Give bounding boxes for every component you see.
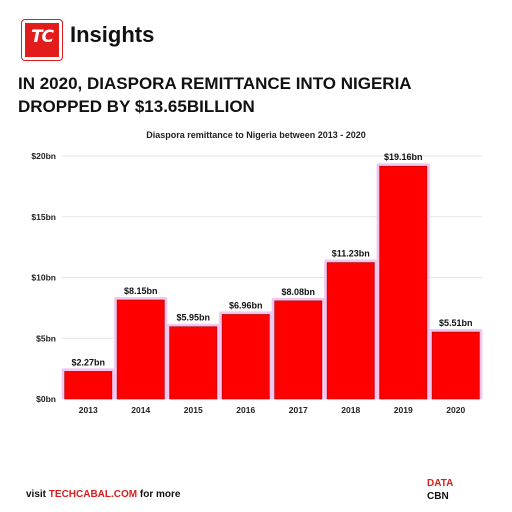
x-tick-label: 2020 [446, 405, 465, 415]
y-tick-label: $5bn [36, 333, 56, 343]
x-tick-label: 2015 [184, 405, 203, 415]
x-tick-label: 2014 [131, 405, 150, 415]
brand-name: Insights [70, 22, 155, 47]
techcabal-logo: TC [22, 20, 62, 60]
bar-2014 [116, 299, 165, 400]
footer-link[interactable]: TECHCABAL.COM [48, 489, 138, 500]
bar-2015 [169, 326, 218, 400]
chart: $0bn $5bn $10bn $15bn $20bn $2.27bn 2013 $8.15b… [0, 126, 512, 426]
x-tick-label: 2016 [236, 405, 255, 415]
chart-title: Diaspora remittance to Nigeria between 2… [146, 130, 366, 140]
x-tick-label: 2019 [394, 405, 413, 415]
data-label: $19.16bn [384, 152, 423, 162]
x-tick-label: 2018 [341, 405, 360, 415]
headline: IN 2020, DIASPORA REMITTANCE INTO NIGERI… [18, 74, 411, 116]
bar-2016 [221, 314, 270, 400]
data-label: $8.15bn [124, 286, 158, 296]
y-tick-label: $0bn [36, 394, 56, 404]
y-tick-label: $20bn [31, 151, 56, 161]
y-tick-label: $10bn [31, 273, 56, 283]
data-label: $5.95bn [176, 313, 210, 323]
bar-2013 [64, 371, 113, 400]
logo-text: TC [30, 27, 54, 47]
bar-2020 [431, 331, 480, 400]
x-tick-label: 2013 [79, 405, 98, 415]
bar-2018 [326, 262, 375, 400]
data-label: $6.96bn [229, 300, 263, 310]
x-tick-label: 2017 [289, 405, 308, 415]
data-label: $8.08bn [281, 287, 315, 297]
data-label: $11.23bn [332, 249, 370, 259]
source-label: DATA [427, 478, 454, 489]
footer-suffix: for more [137, 489, 181, 500]
data-label: $5.51bn [439, 318, 473, 328]
source-value: CBN [427, 491, 449, 502]
bar-2019 [379, 165, 428, 400]
bar-2017 [274, 300, 323, 400]
footer-visit: visit TECHCABAL.COM for more [26, 489, 180, 500]
bar-chart-svg: $0bn $5bn $10bn $15bn $20bn $2.27bn 2013 $8.15b… [31, 151, 483, 415]
data-label: $2.27bn [71, 357, 105, 367]
footer-prefix: visit [26, 489, 49, 500]
y-tick-label: $15bn [31, 212, 56, 222]
